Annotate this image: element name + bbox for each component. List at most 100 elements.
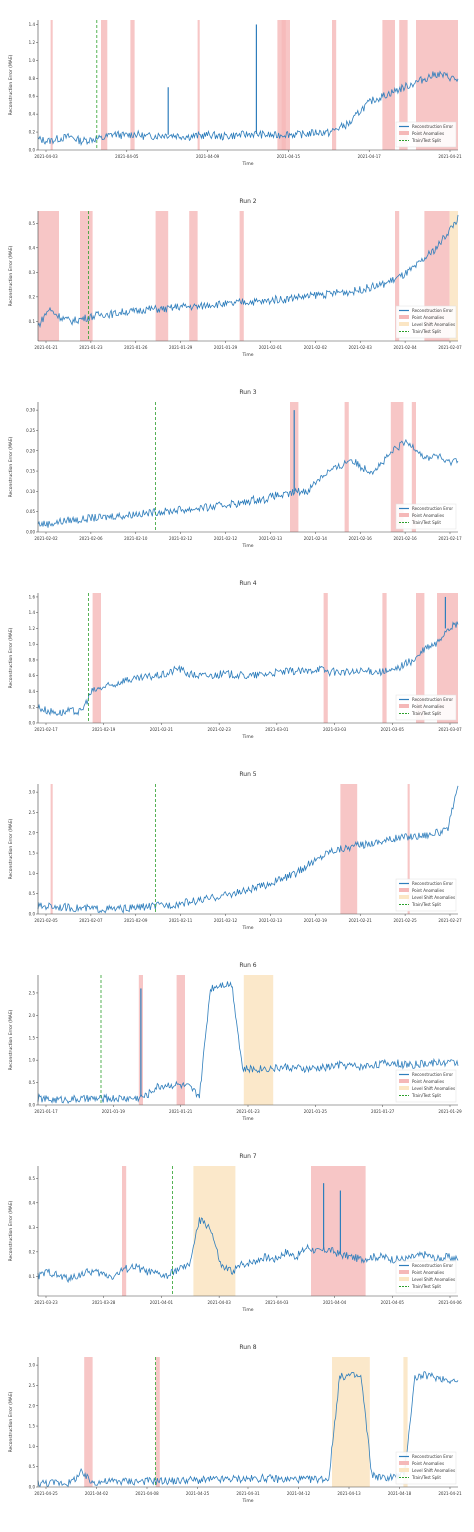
y-tick-label: 1.4	[29, 610, 36, 615]
legend-label: Reconstruction Error	[412, 1263, 453, 1268]
reconstruction-error-line	[37, 438, 459, 528]
chart-panel-5: Run 5 0.0 0.5 1.0 1.5 2.0 2.5 3.0 2021-02-05 2021…	[8, 771, 462, 931]
chart-panel-2: Run 2 0.1 0.2 0.3 0.4 0.5 2021-01-21 2021-01-23…	[8, 198, 462, 358]
reconstruction-error-line	[37, 981, 459, 1105]
x-tick-label: 2021-02-12	[169, 536, 193, 541]
legend-label: Point Anomalies	[412, 888, 444, 893]
chart-title: Run 8	[239, 1344, 256, 1351]
legend-label: Point Anomalies	[412, 704, 444, 709]
point-anomaly-band	[155, 1357, 160, 1487]
x-tick-label: 2021-02-11	[169, 918, 193, 923]
legend-label: Level Shift Anomalies	[412, 1086, 455, 1091]
x-tick-label: 2021-02-23	[208, 727, 232, 732]
y-tick-label: 1.6	[29, 594, 36, 599]
x-axis-label: Time	[241, 1307, 253, 1313]
point-anomaly-band	[197, 20, 200, 150]
x-tick-label: 2021-01-29	[169, 345, 193, 350]
y-tick-label: 0.20	[26, 448, 35, 453]
chart-title: Run 5	[239, 771, 256, 778]
y-tick-label: 0.3	[29, 270, 36, 275]
y-tick-label: 0.6	[29, 94, 36, 99]
x-tick-label: 2021-01-23	[236, 1109, 260, 1114]
x-tick-label: 2021-02-19	[304, 918, 328, 923]
point-anomaly-band	[50, 20, 53, 150]
y-tick-label: 0.25	[26, 428, 35, 433]
x-tick-label: 2021-04-18	[388, 1491, 412, 1496]
legend-label: Reconstruction Error	[412, 308, 453, 313]
legend-label: Level Shift Anomalies	[412, 1468, 455, 1473]
x-tick-label: 2021-04-25	[34, 1491, 58, 1496]
x-axis-label: Time	[241, 543, 253, 549]
reconstruction-error-line	[37, 785, 459, 914]
reconstruction-error-line	[37, 621, 459, 717]
legend: Reconstruction Error Point Anomalies Level…	[395, 305, 457, 339]
legend-swatch-point	[399, 1270, 409, 1274]
x-axis-label: Time	[241, 352, 253, 358]
y-tick-label: 1.5	[29, 1424, 36, 1429]
point-anomaly-band	[407, 784, 410, 914]
reconstruction-error-line	[37, 1217, 459, 1284]
legend-label: Train/Test Split	[411, 520, 441, 525]
y-tick-label: 0.2	[29, 130, 36, 135]
x-tick-label: 2021-01-29	[214, 345, 238, 350]
reconstruction-error-line	[37, 70, 459, 147]
y-tick-label: 0.0	[29, 1485, 36, 1490]
point-anomaly-band	[395, 211, 400, 341]
legend-label: Point Anomalies	[412, 1270, 444, 1275]
legend-label: Reconstruction Error	[412, 881, 453, 886]
legend: Reconstruction Error Point Anomalies Level…	[395, 1260, 457, 1294]
point-anomaly-band	[176, 975, 185, 1105]
x-tick-label: 2021-02-16	[349, 536, 373, 541]
x-tick-label: 2021-04-09	[196, 154, 220, 159]
x-tick-label: 2021-04-13	[337, 1491, 361, 1496]
y-tick-label: 0.6	[29, 673, 36, 678]
legend-label: Reconstruction Error	[412, 1072, 453, 1077]
point-anomaly-band	[155, 211, 169, 341]
x-tick-label: 2021-04-06	[438, 1300, 462, 1305]
y-tick-label: 0.2	[29, 705, 36, 710]
y-tick-label: 0.5	[29, 1464, 36, 1469]
legend: Reconstruction Error Point Anomalies Train…	[395, 121, 457, 148]
legend-label: Level Shift Anomalies	[412, 1277, 455, 1282]
x-tick-label: 2021-02-27	[438, 918, 462, 923]
y-tick-label: 0.8	[29, 76, 36, 81]
y-tick-label: 0.10	[26, 489, 35, 494]
point-anomaly-band	[399, 20, 408, 150]
x-tick-label: 2021-01-17	[34, 1109, 58, 1114]
legend-label: Point Anomalies	[412, 513, 444, 518]
x-tick-label: 2021-02-06	[79, 536, 103, 541]
chart-title: Run 4	[239, 580, 256, 587]
x-tick-label: 2021-01-23	[79, 345, 103, 350]
legend-swatch-point	[399, 315, 409, 319]
point-anomaly-band	[277, 20, 286, 150]
point-anomaly-band	[332, 20, 337, 150]
x-tick-label: 2021-04-12	[287, 1491, 311, 1496]
point-anomaly-band	[411, 402, 416, 532]
x-tick-label: 2021-04-17	[358, 154, 382, 159]
legend-label: Reconstruction Error	[412, 1454, 453, 1459]
legend-label: Train/Test Split	[411, 1284, 441, 1289]
x-tick-label: 2021-03-05	[381, 727, 405, 732]
y-axis-label: Reconstruction Error (MAE)	[8, 436, 14, 497]
legend-swatch-point	[399, 1079, 409, 1083]
chart-title: Run 7	[239, 1153, 256, 1160]
x-tick-label: 2021-02-13	[259, 918, 283, 923]
y-tick-label: 1.2	[29, 40, 36, 45]
x-tick-label: 2021-03-01	[265, 727, 289, 732]
y-tick-label: 0.15	[26, 469, 35, 474]
chart-panel-7: Run 7 0.1 0.2 0.3 0.4 0.5 2021-03-23 2021-03-28…	[8, 1153, 462, 1313]
legend-label: Level Shift Anomalies	[412, 895, 455, 900]
x-tick-label: 2021-04-21	[438, 1491, 462, 1496]
point-anomaly-band	[189, 211, 198, 341]
x-tick-label: 2021-04-21	[438, 154, 462, 159]
x-tick-label: 2021-04-25	[186, 1491, 210, 1496]
y-tick-label: 0.05	[26, 509, 35, 514]
legend-swatch-point	[399, 888, 409, 892]
point-anomaly-band	[344, 402, 349, 532]
y-tick-label: 0.00	[26, 530, 35, 535]
y-tick-label: 0.30	[26, 408, 35, 413]
legend-label: Point Anomalies	[412, 1461, 444, 1466]
y-tick-label: 2.5	[29, 990, 36, 995]
y-tick-label: 1.0	[29, 1444, 36, 1449]
